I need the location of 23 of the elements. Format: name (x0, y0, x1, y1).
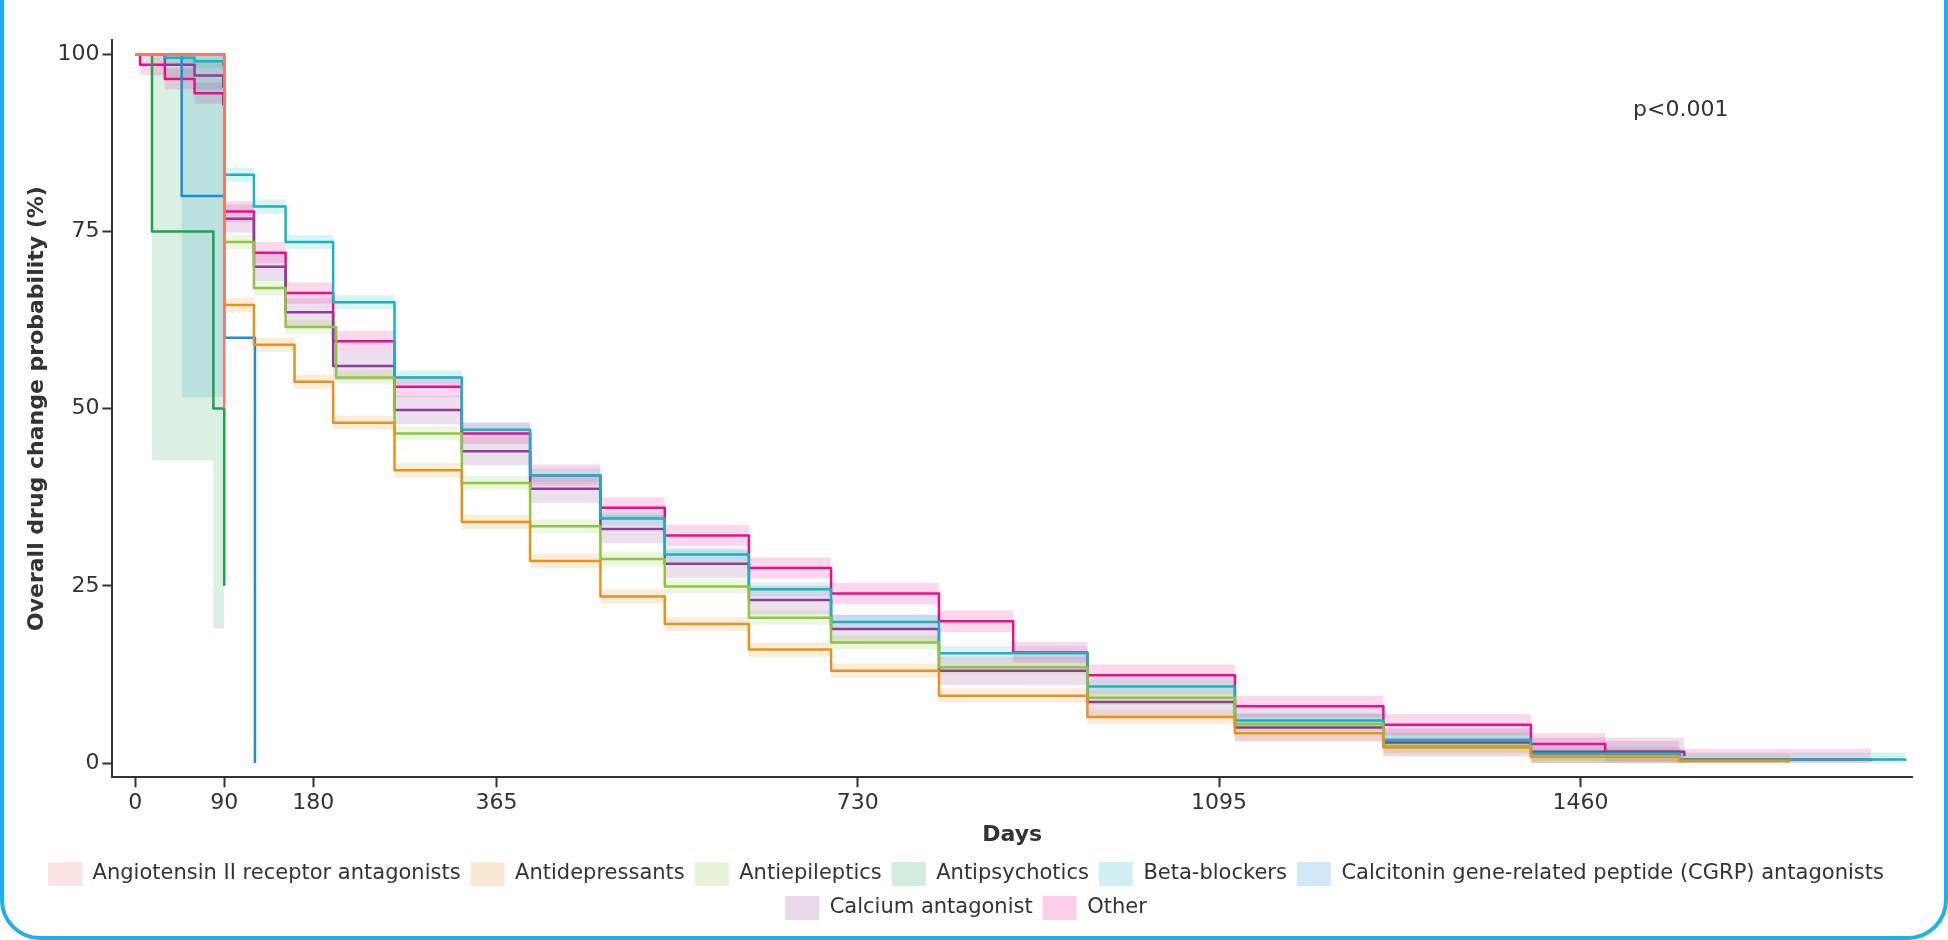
legend-label: Antidepressants (515, 860, 685, 885)
x-tick-label: 1095 (1191, 789, 1248, 815)
x-tick-label: 1460 (1552, 789, 1609, 815)
x-tick-label: 180 (292, 789, 335, 815)
legend-label: Beta-blockers (1143, 860, 1287, 885)
y-tick-label: 50 (71, 394, 100, 420)
x-tick-label: 730 (836, 789, 879, 815)
annotation: p<0.001 (1633, 95, 1729, 121)
x-tick-label: 90 (210, 789, 239, 815)
legend-label: Other (1087, 894, 1148, 919)
legend-label: Antiepileptics (739, 860, 882, 885)
x-tick-label: 0 (128, 789, 143, 815)
x-tick-label: 365 (475, 789, 518, 815)
legend-label: Calcium antagonist (829, 894, 1033, 919)
legend-label: Antipsychotics (936, 860, 1089, 885)
y-tick-label: 75 (71, 217, 100, 243)
y-tick-label: 25 (71, 571, 100, 597)
y-axis-title: Overall drug change probability (%) (22, 186, 48, 632)
x-axis-title: Days (982, 820, 1043, 846)
legend-label: Angiotensin II receptor antagonists (92, 860, 461, 885)
legend-label: Calcitonin gene-related peptide (CGRP) antagonists (1341, 860, 1884, 885)
y-tick-label: 0 (85, 748, 100, 774)
y-tick-label: 100 (57, 39, 100, 65)
